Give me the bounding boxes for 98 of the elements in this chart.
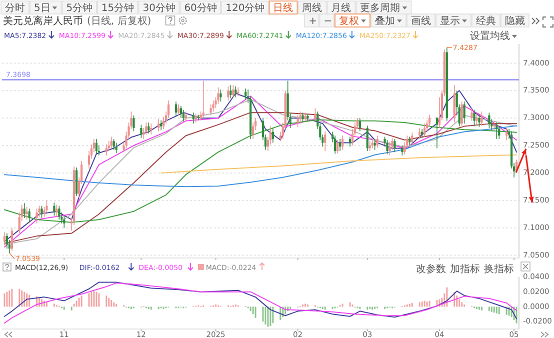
text: 改参数 — [416, 263, 446, 275]
candlestick — [428, 114, 431, 128]
candlestick — [272, 128, 274, 144]
candlestick — [324, 130, 326, 152]
candlestick — [110, 136, 112, 150]
candlestick — [302, 112, 304, 123]
candlestick — [314, 108, 316, 121]
candlestick — [76, 167, 78, 196]
candlestick — [423, 123, 426, 138]
text: 复权 — [339, 15, 359, 27]
candlestick — [140, 124, 142, 138]
text: 显示 — [440, 16, 460, 27]
candlestick — [115, 142, 118, 154]
candlestick — [366, 125, 368, 152]
text: 换指标 — [484, 263, 514, 275]
candlestick — [334, 135, 336, 154]
text: 5日 — [34, 3, 50, 14]
text: 加指标 — [450, 263, 480, 275]
candlestick — [348, 136, 352, 148]
candlestick — [202, 80, 204, 118]
candlestick — [46, 200, 48, 213]
text: 120分钟 — [226, 2, 265, 14]
candlestick — [493, 120, 496, 131]
candlestick — [36, 208, 38, 224]
text: + — [308, 16, 317, 27]
candlestick — [476, 113, 478, 126]
candlestick — [28, 208, 30, 223]
candlestick — [496, 122, 498, 140]
text: 60分钟 — [184, 2, 217, 14]
candlestick — [63, 215, 66, 228]
candlestick — [394, 138, 396, 152]
candlestick — [95, 138, 98, 154]
candlestick — [232, 84, 234, 98]
chart-subtitle: (日线, 后复权) — [87, 15, 152, 27]
text: 15分钟 — [101, 2, 134, 14]
candlestick — [145, 122, 148, 135]
candlestick — [230, 84, 232, 99]
candlestick — [336, 140, 339, 154]
text: 设置均线 — [470, 30, 510, 42]
candlestick — [158, 118, 160, 132]
candlestick — [58, 205, 60, 220]
candlestick — [480, 111, 483, 126]
candlestick — [160, 120, 162, 131]
text: − — [324, 16, 332, 27]
candlestick — [341, 135, 344, 150]
candlestick — [220, 89, 222, 102]
candlestick — [411, 132, 414, 145]
candlestick — [3, 232, 6, 246]
candlestick — [112, 138, 115, 150]
text: 5分钟 — [66, 2, 93, 14]
candlestick — [132, 114, 135, 132]
text: 经典 — [476, 15, 496, 27]
candlestick — [388, 142, 391, 156]
candlestick — [237, 86, 240, 97]
text: 叠加 — [375, 15, 395, 27]
candlestick — [299, 111, 302, 124]
candlestick — [177, 104, 180, 116]
text: 日线 — [273, 2, 294, 14]
candlestick — [56, 204, 58, 218]
candlestick — [436, 116, 438, 149]
candlestick — [174, 101, 178, 116]
text: 隐藏 — [505, 15, 525, 27]
candlestick — [234, 86, 237, 98]
line-series — [4, 125, 518, 188]
candlestick — [473, 109, 476, 127]
candlestick — [53, 202, 56, 216]
candlestick — [108, 140, 110, 152]
text: 30分钟 — [142, 2, 176, 14]
candlestick — [252, 122, 254, 140]
chart-title: 美元兑离岸人民币 — [3, 15, 83, 27]
candlestick — [358, 118, 361, 132]
text: 月线 — [331, 2, 352, 14]
candlestick — [227, 86, 230, 101]
candlestick — [180, 106, 182, 118]
candlestick — [244, 88, 247, 100]
candlestick — [498, 126, 500, 140]
candlestick — [23, 202, 26, 218]
candlestick — [210, 104, 212, 116]
candlestick — [460, 101, 463, 126]
candlestick — [386, 140, 388, 155]
candlestick — [217, 86, 220, 104]
text: 分时 — [5, 2, 25, 14]
candlestick — [488, 112, 490, 128]
candlestick — [182, 109, 185, 122]
candlestick — [368, 140, 371, 152]
line-series — [160, 154, 518, 174]
candlestick — [212, 100, 214, 112]
candlestick — [10, 227, 13, 252]
text: 画线 — [411, 15, 431, 27]
text: 更多周期 — [360, 2, 400, 14]
candlestick — [40, 205, 43, 218]
candlestick — [470, 108, 473, 122]
candlestick — [6, 232, 8, 250]
candlestick — [478, 114, 480, 128]
candlestick — [463, 101, 466, 124]
candlestick — [376, 135, 378, 148]
candlestick — [296, 114, 299, 128]
text: 周线 — [302, 2, 322, 14]
